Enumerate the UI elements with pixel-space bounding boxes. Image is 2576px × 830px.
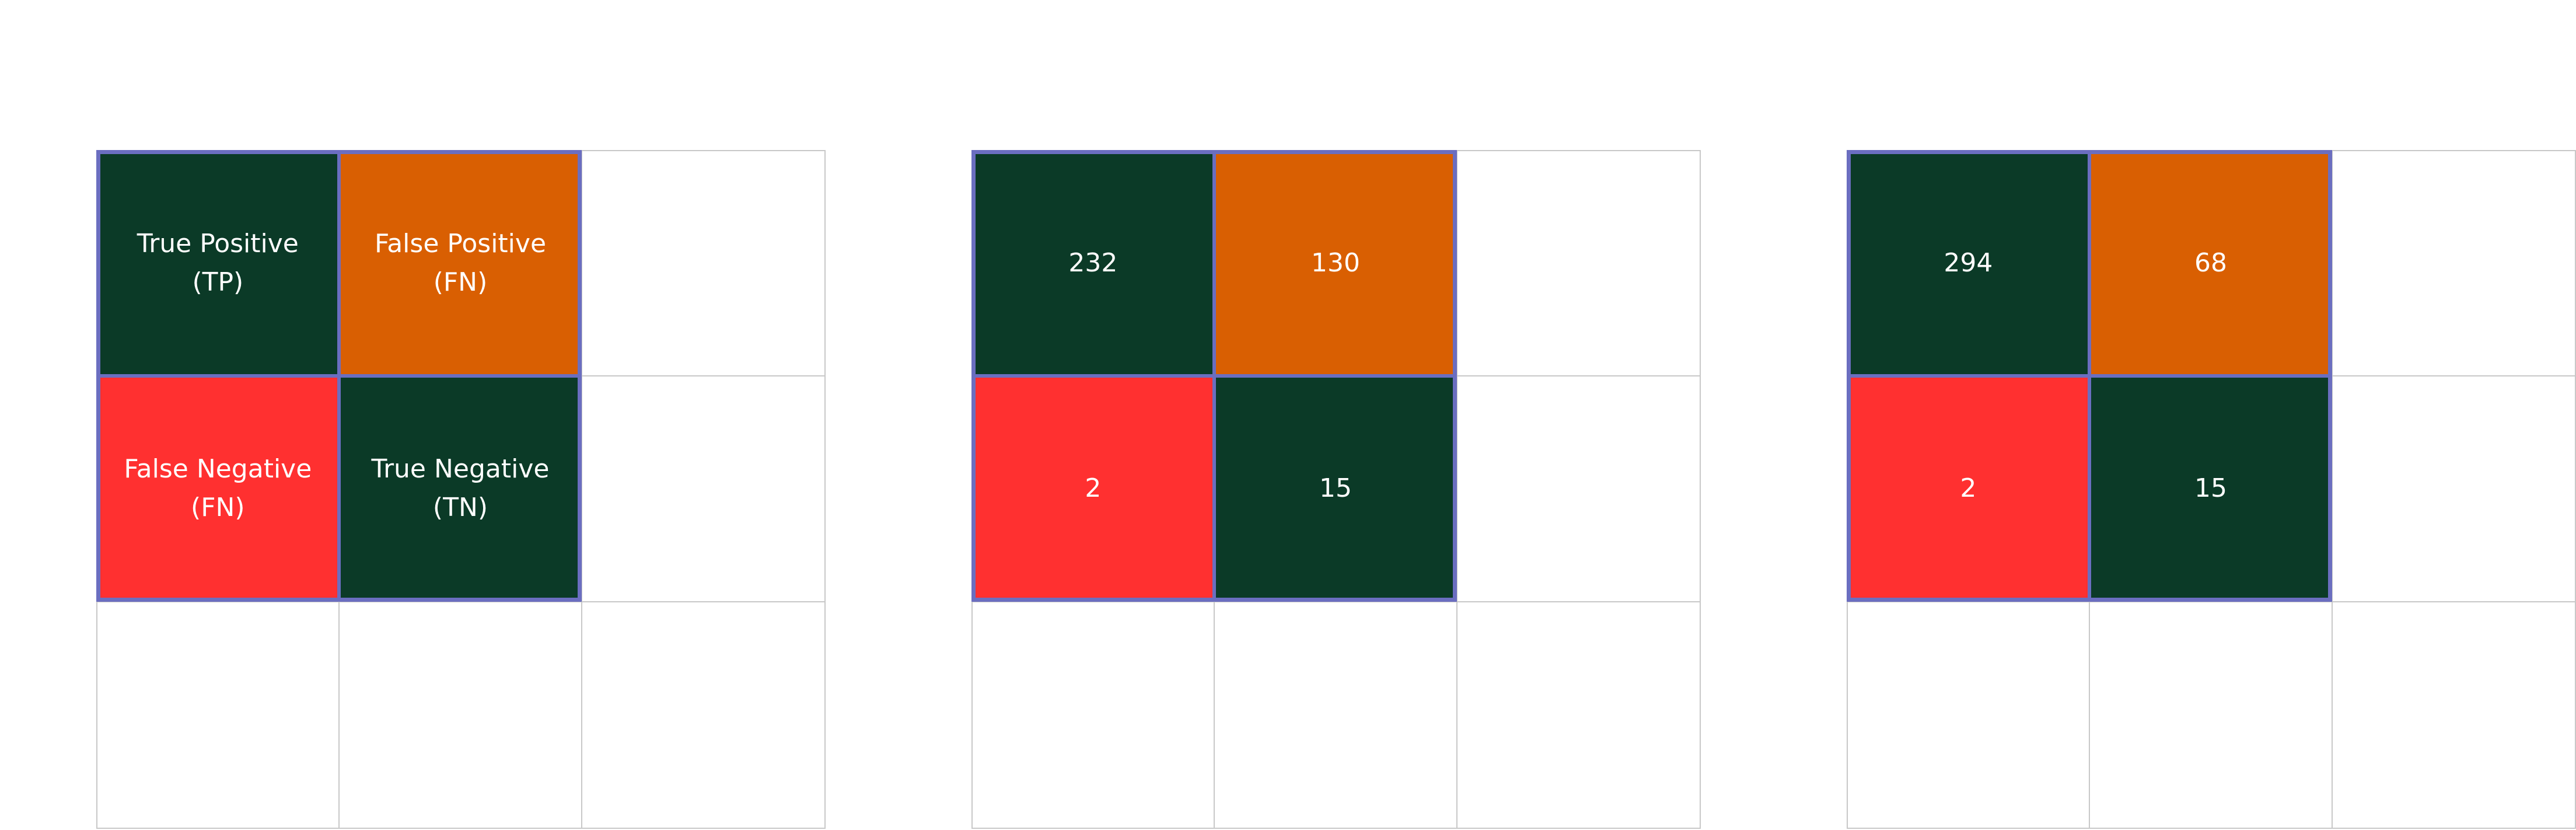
empty-cell	[2089, 602, 2333, 829]
empty-cell	[1457, 602, 1701, 829]
false-negative-cell: False Negative (FN)	[96, 376, 340, 603]
true-negative-cell: 15	[2089, 376, 2333, 603]
false-negative-cell: 2	[971, 376, 1215, 603]
empty-cell	[582, 150, 826, 376]
confusion-matrix-3: 294 68 2 15	[1847, 150, 2576, 829]
empty-cell	[582, 376, 826, 603]
empty-cell	[582, 602, 826, 829]
empty-cell	[971, 602, 1215, 829]
empty-cell	[1457, 150, 1701, 376]
confusion-matrix-legend: True Positive (TP) False Positive (FN) F…	[96, 150, 826, 829]
true-positive-cell: True Positive (TP)	[96, 150, 340, 376]
empty-cell	[2333, 376, 2576, 603]
true-positive-cell: 294	[1847, 150, 2090, 376]
empty-cell	[2333, 602, 2576, 829]
false-positive-cell: 68	[2089, 150, 2333, 376]
empty-cell	[1847, 602, 2090, 829]
confusion-matrix-2: 232 130 2 15	[971, 150, 1701, 829]
empty-cell	[1457, 376, 1701, 603]
empty-cell	[1214, 602, 1458, 829]
empty-cell	[96, 602, 340, 829]
false-positive-cell: False Positive (FN)	[339, 150, 583, 376]
true-positive-cell: 232	[971, 150, 1215, 376]
true-negative-cell: 15	[1214, 376, 1458, 603]
false-negative-cell: 2	[1847, 376, 2090, 603]
true-negative-cell: True Negative (TN)	[339, 376, 583, 603]
false-positive-cell: 130	[1214, 150, 1458, 376]
empty-cell	[2333, 150, 2576, 376]
empty-cell	[339, 602, 583, 829]
